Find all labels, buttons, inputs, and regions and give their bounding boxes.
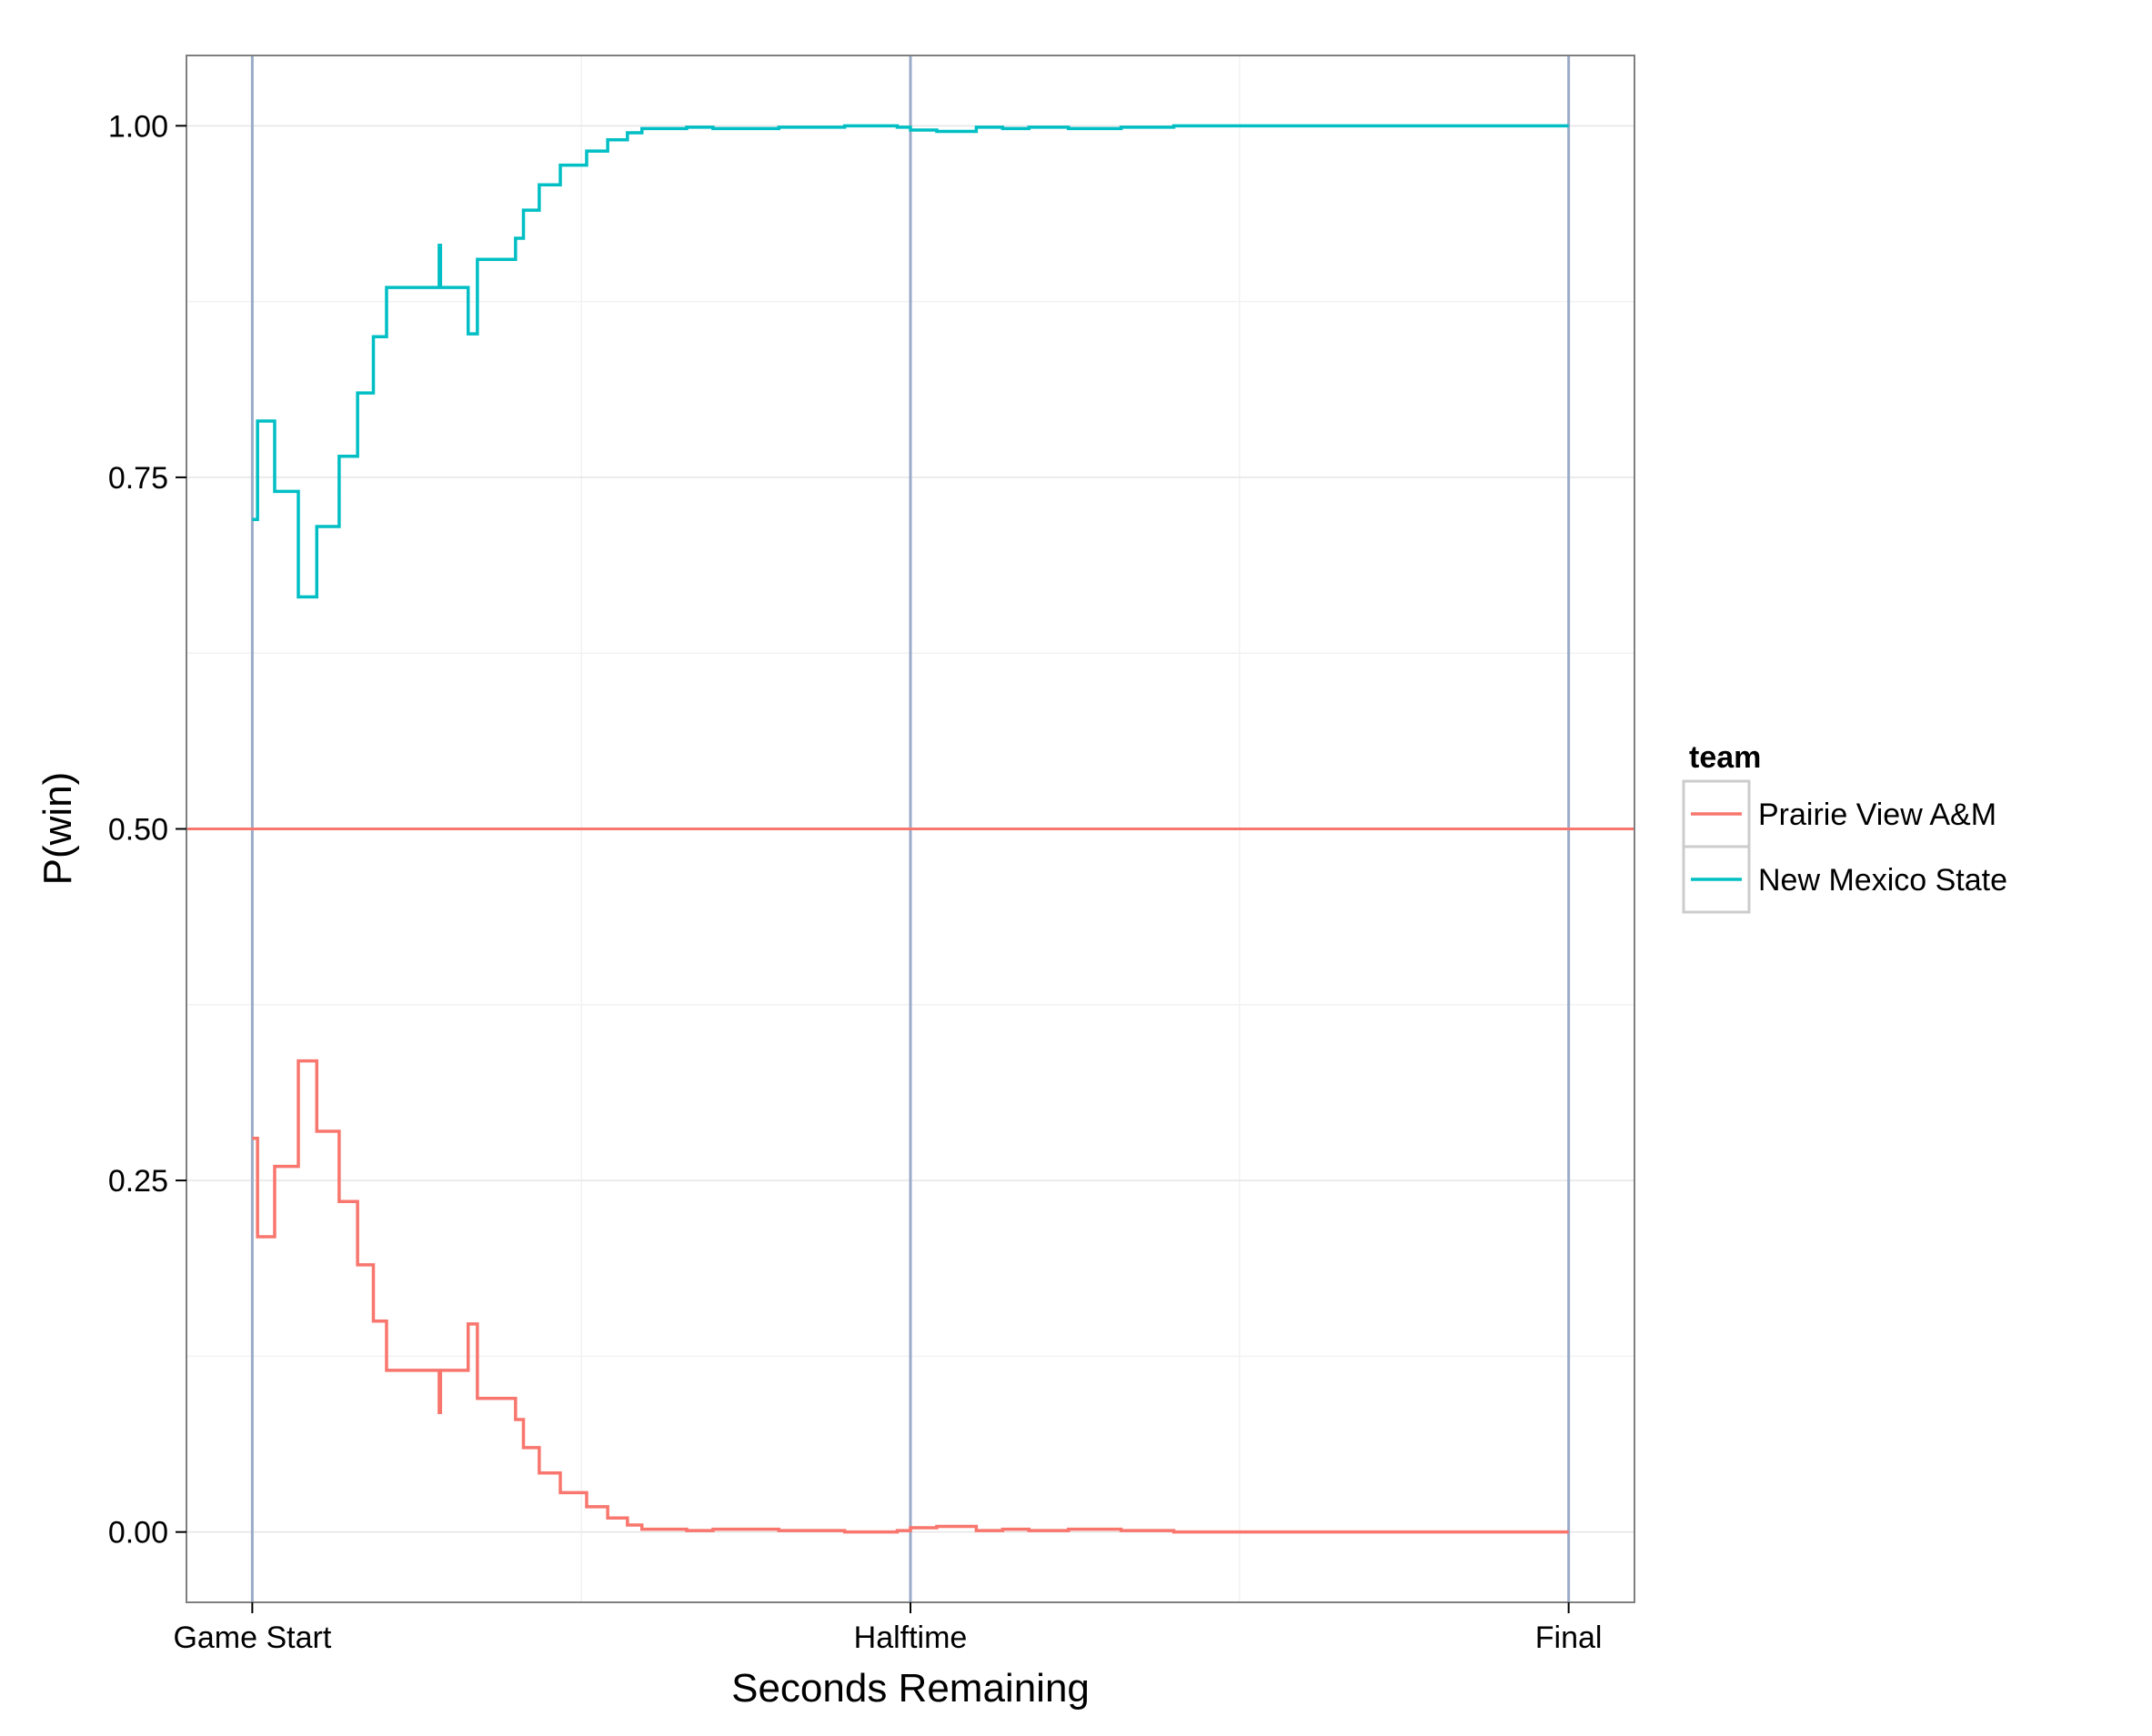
x-axis: Game Start Halftime Final [173,1602,1602,1655]
x-tick-label: Final [1535,1621,1603,1655]
legend-label: Prairie View A&M [1758,798,1996,832]
y-tick-label: 0.75 [108,461,168,496]
y-tick-label: 0.25 [108,1164,168,1199]
legend-title: team [1689,740,1761,775]
series-line-0 [252,1059,1569,1534]
x-tick-label: Halftime [854,1621,968,1655]
x-axis-title: Seconds Remaining [731,1666,1090,1711]
y-axis: 0.00 0.25 0.50 0.75 1.00 [108,109,186,1550]
legend: team Prairie View A&M New Mexico State [1682,740,2007,914]
y-tick-label: 0.50 [108,813,168,848]
x-tick-label: Game Start [173,1621,331,1655]
y-tick-label: 0.00 [108,1516,168,1550]
series-line-1 [252,124,1569,599]
series-lines [252,124,1569,1534]
y-axis-title: P(win) [35,772,80,886]
y-tick-label: 1.00 [108,109,168,144]
legend-label: New Mexico State [1758,863,2007,898]
